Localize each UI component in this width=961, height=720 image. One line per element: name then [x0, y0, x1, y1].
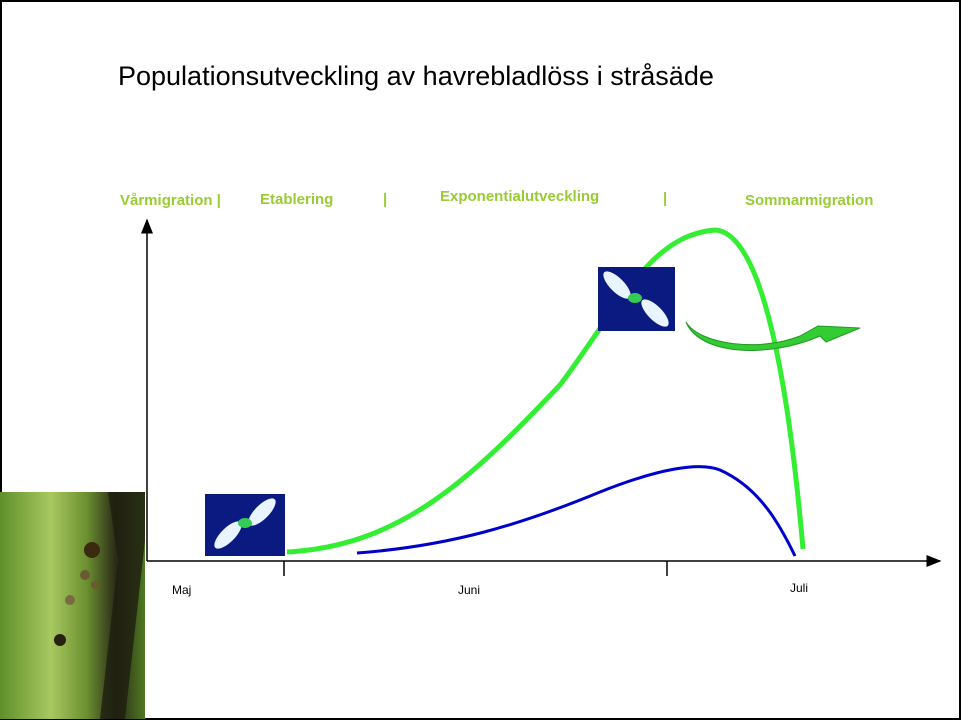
phase-separator: |	[383, 191, 387, 208]
aphid-icon	[205, 494, 285, 556]
month-label: Juli	[790, 581, 808, 595]
slide-title: Populationsutveckling av havrebladlöss i…	[118, 61, 714, 91]
phase-separator: |	[663, 190, 667, 207]
month-label: Maj	[172, 583, 191, 597]
population-curve	[356, 465, 797, 557]
month-label: Juni	[458, 583, 480, 597]
phase-label: Sommarmigration	[745, 192, 873, 209]
aphid-icon	[598, 267, 675, 331]
phase-label: Etablering	[260, 191, 333, 208]
migration-arrow	[685, 321, 861, 351]
phase-label: Vårmigration |	[120, 192, 221, 209]
phase-label: Exponentialutveckling	[440, 188, 599, 205]
aphid-photo	[0, 492, 145, 719]
